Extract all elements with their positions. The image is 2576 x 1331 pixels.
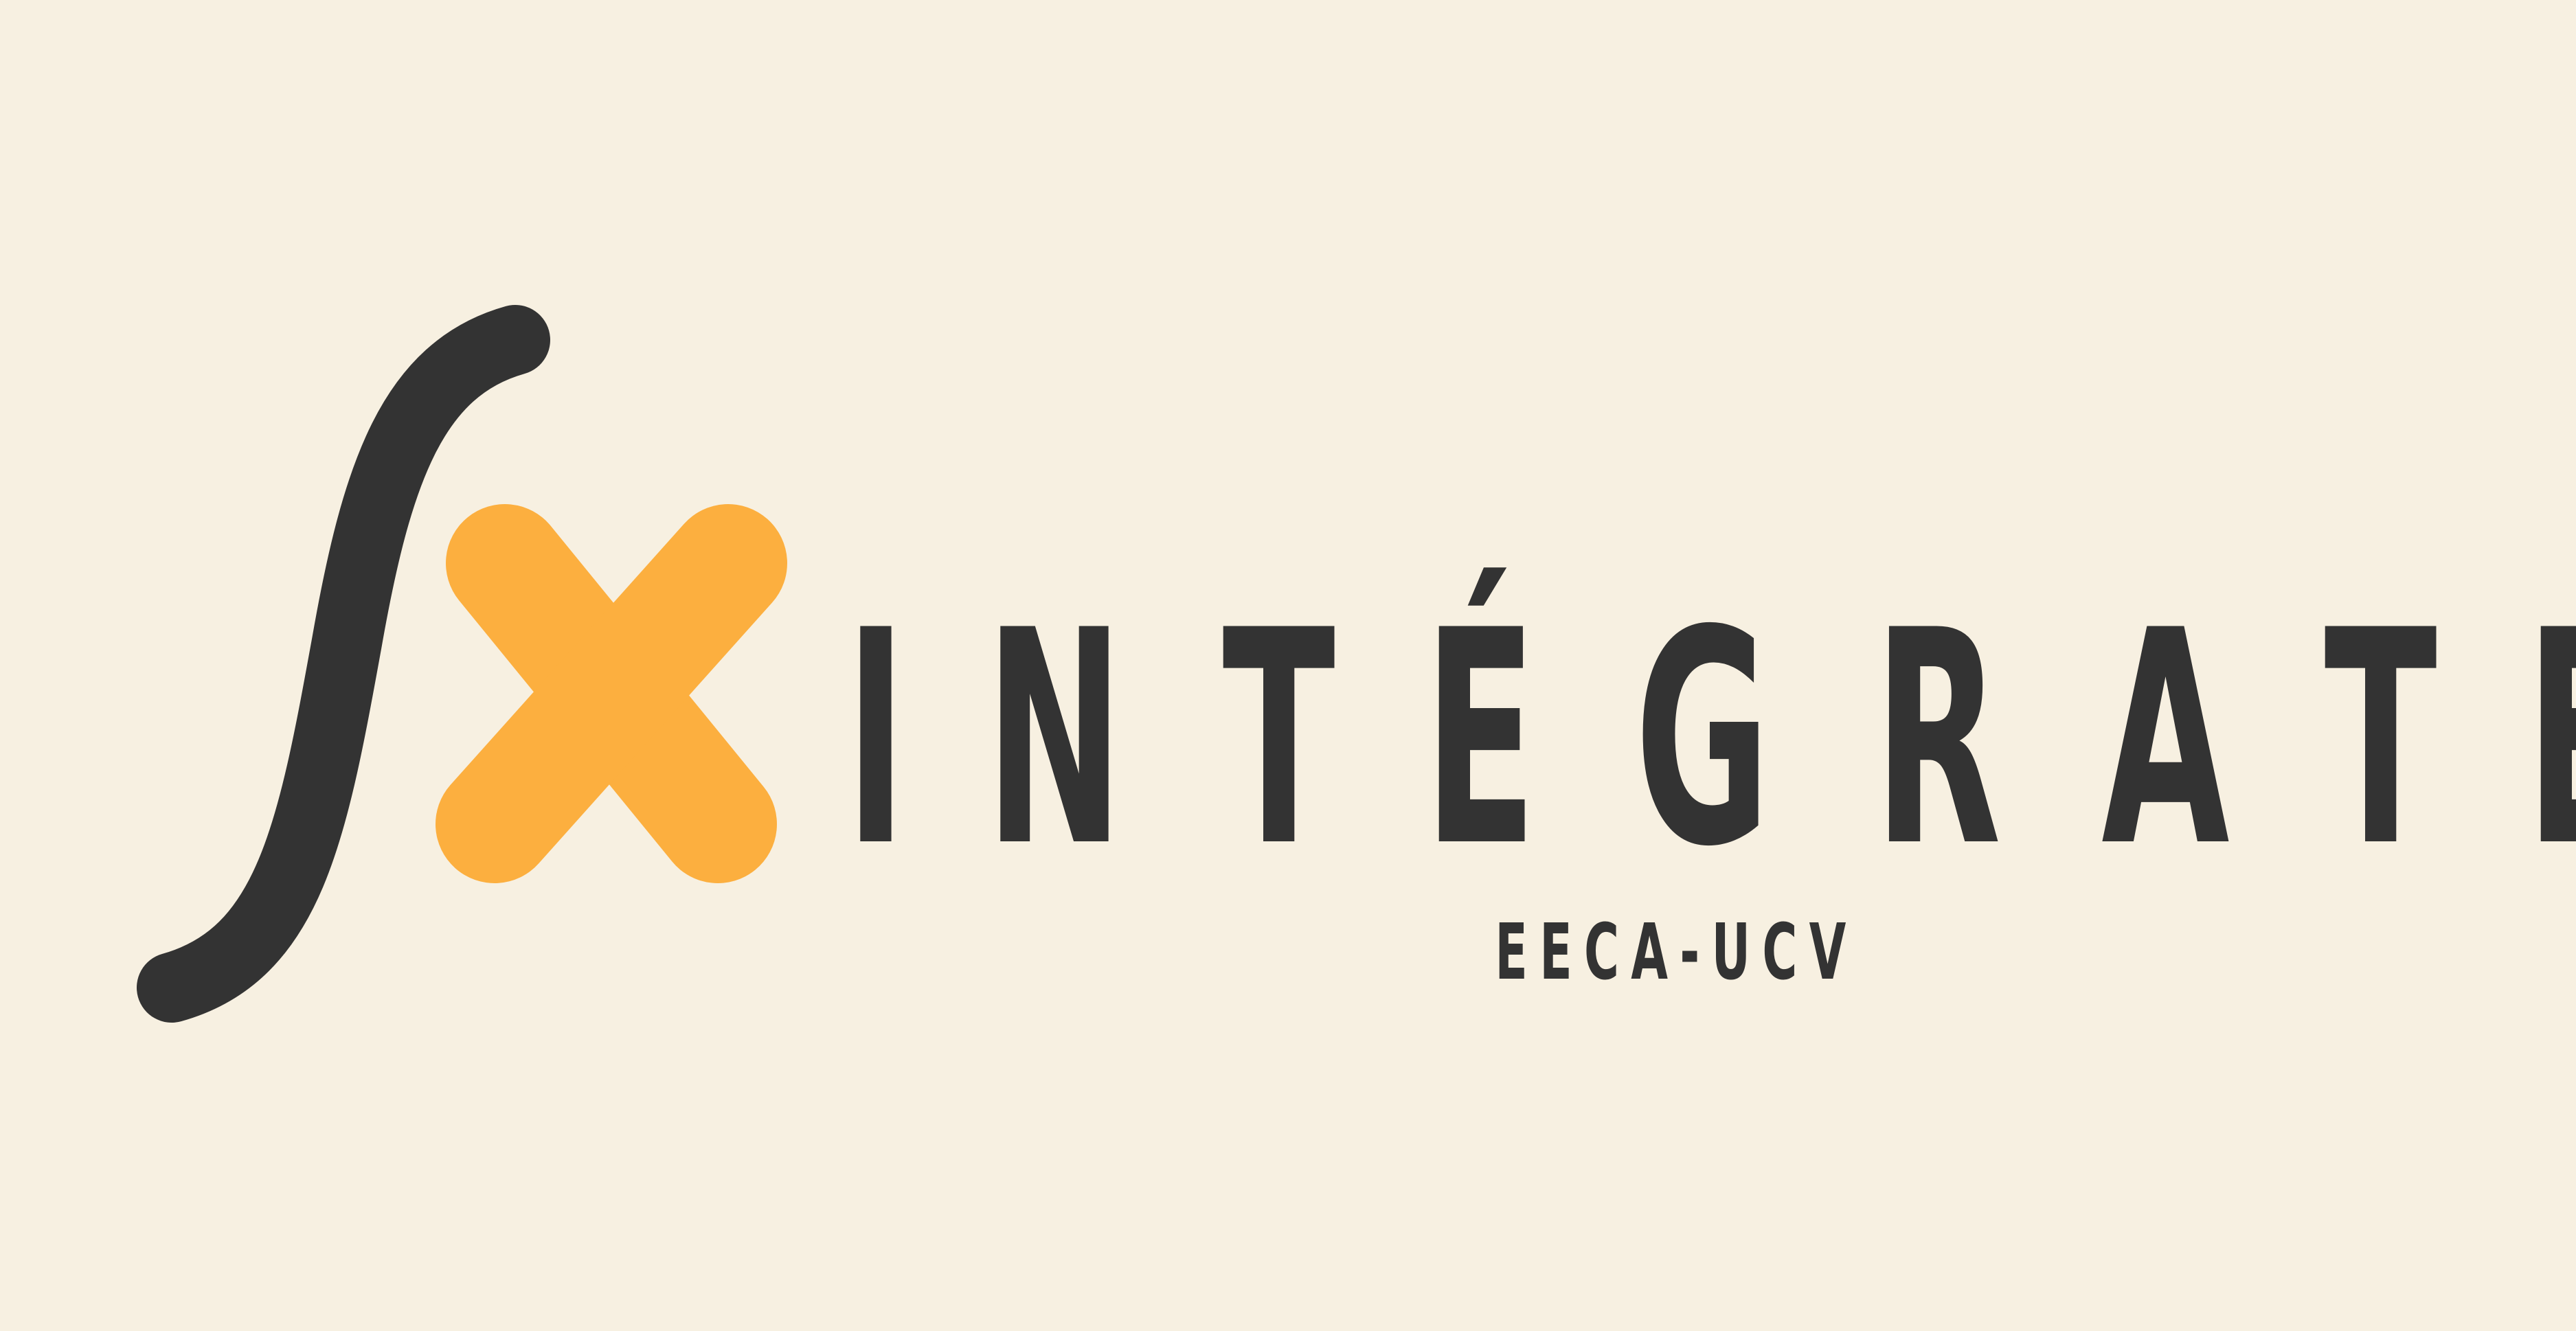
brand-letter: T <box>2324 568 2437 911</box>
integral-sign-shape <box>137 305 550 1023</box>
brand-letter: R <box>1873 568 2002 911</box>
x-mark-shape <box>436 504 787 883</box>
brand-letter: G <box>1634 568 1771 911</box>
brand-letter: E <box>2526 592 2576 887</box>
brand-letter: A <box>2101 568 2230 911</box>
brand-tagline: EECA-UCV <box>1495 908 1858 997</box>
brand-letter: T <box>1222 568 1335 911</box>
brand-letter: I <box>845 568 907 911</box>
brand-name: I N T É G R A T E <box>821 568 2576 911</box>
brand-letter: N <box>985 568 1124 911</box>
brand-letter: É <box>1423 568 1537 911</box>
